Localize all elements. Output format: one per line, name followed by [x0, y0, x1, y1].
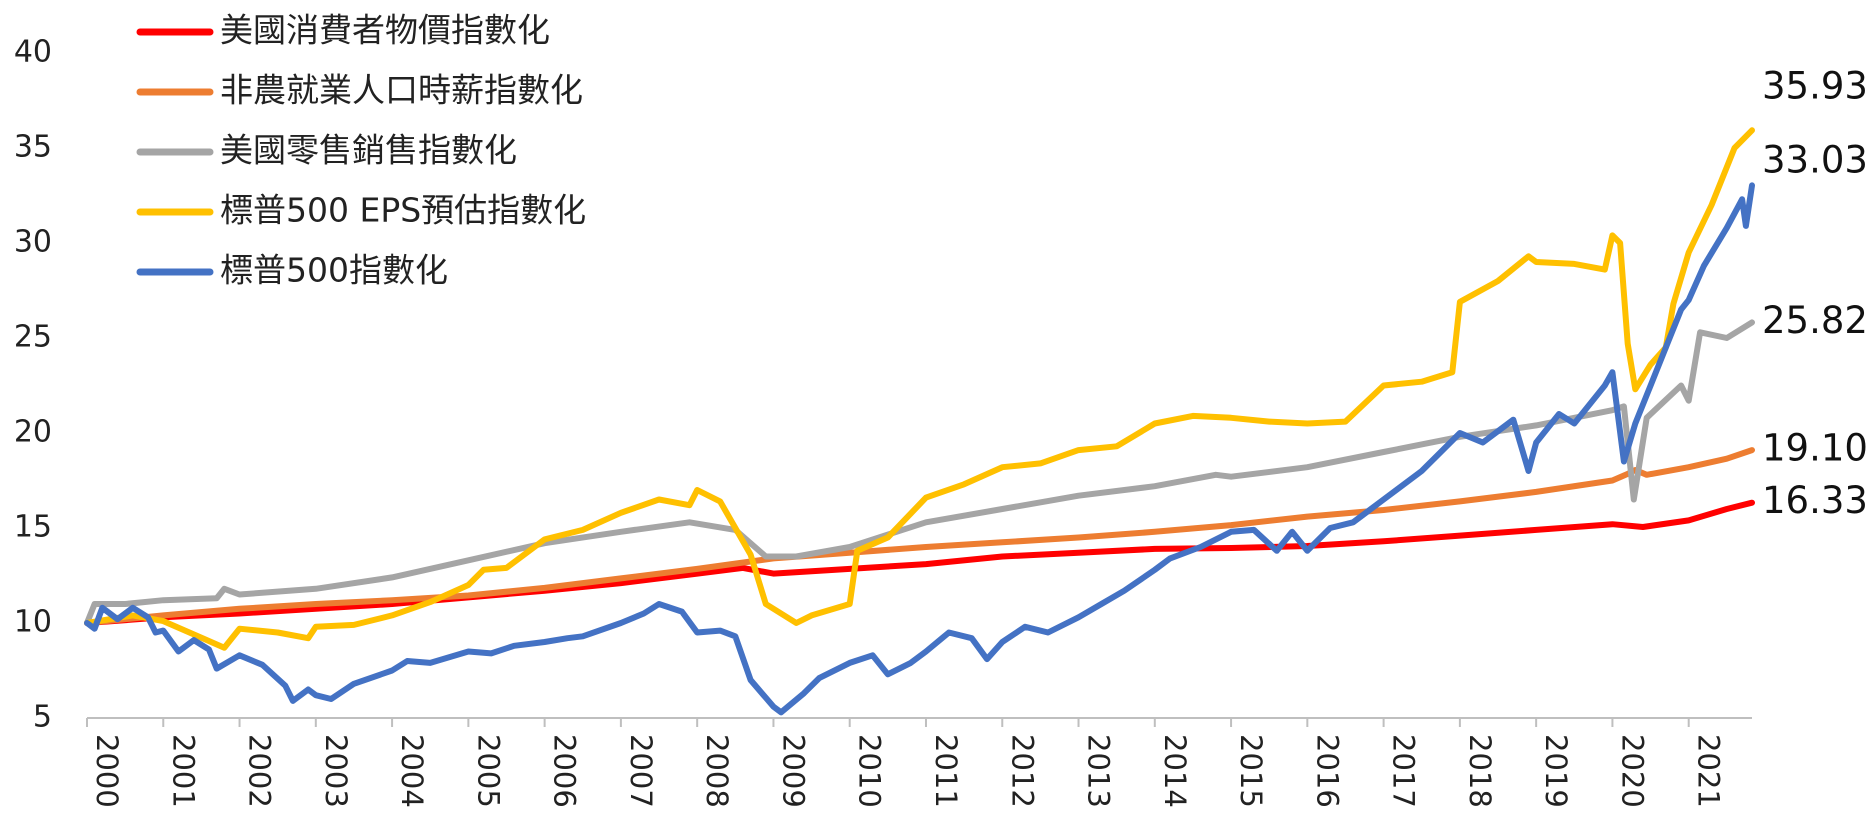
- y-axis: 5 10 15 20 25 30 35 40: [14, 35, 52, 735]
- x-tick-label: 2008: [700, 734, 734, 808]
- x-tick-label: 2001: [166, 734, 200, 808]
- x-tick-label: 2020: [1615, 734, 1649, 808]
- legend-label: 美國零售銷售指數化: [220, 131, 517, 170]
- series-line-1: [84, 447, 1755, 626]
- y-tick-label: 40: [14, 35, 52, 70]
- y-tick-label: 20: [14, 415, 52, 450]
- x-tick-label: 2011: [929, 734, 963, 808]
- series-line-4: [84, 182, 1755, 716]
- series-line-3: [84, 127, 1755, 651]
- end-value-label: 16.33: [1762, 479, 1868, 522]
- series-line-2: [84, 319, 1755, 626]
- y-tick-label: 30: [14, 225, 52, 260]
- x-tick-label: 2010: [853, 734, 887, 808]
- legend-label: 標普500 EPS預估指數化: [220, 191, 586, 230]
- series-layer: [84, 127, 1755, 716]
- x-tick-label: 2019: [1539, 734, 1573, 808]
- y-tick-label: 15: [14, 510, 52, 545]
- y-tick-label: 35: [14, 130, 52, 165]
- end-value-label: 33.03: [1762, 139, 1868, 182]
- x-tick-label: 2003: [319, 734, 353, 808]
- y-tick-label: 10: [14, 605, 52, 640]
- x-tick-label: 2017: [1387, 734, 1421, 808]
- legend-label: 標普500指數化: [220, 251, 448, 290]
- end-value-label: 25.82: [1762, 299, 1868, 342]
- series-line-0: [84, 499, 1755, 626]
- x-tick-label: 2009: [776, 734, 810, 808]
- x-tick-label: 2007: [624, 734, 658, 808]
- x-axis: 2000 2001 2002 2003 2004 2005 2006 2007 2008 2009…: [86, 717, 1752, 808]
- x-tick-label: 2012: [1005, 734, 1039, 808]
- y-tick-label: 25: [14, 320, 52, 355]
- x-tick-label: 2006: [548, 734, 582, 808]
- end-value-label: 19.10: [1762, 427, 1868, 470]
- x-tick-label: 2016: [1310, 734, 1344, 808]
- legend-label: 美國消費者物價指數化: [220, 11, 550, 50]
- x-tick-label: 2000: [90, 734, 124, 808]
- x-tick-label: 2018: [1463, 734, 1497, 808]
- x-tick-label: 2013: [1082, 734, 1116, 808]
- y-tick-label: 5: [33, 700, 52, 735]
- end-value-label: 35.93: [1762, 65, 1868, 108]
- x-tick-label: 2021: [1692, 734, 1726, 808]
- end-labels: 16.33 19.10 25.82 35.93 33.03: [1762, 65, 1868, 523]
- x-tick-label: 2002: [243, 734, 277, 808]
- legend-label: 非農就業人口時薪指數化: [220, 71, 583, 110]
- x-tick-label: 2005: [471, 734, 505, 808]
- x-tick-label: 2015: [1234, 734, 1268, 808]
- x-tick-label: 2014: [1158, 734, 1192, 808]
- x-tick-label: 2004: [395, 734, 429, 808]
